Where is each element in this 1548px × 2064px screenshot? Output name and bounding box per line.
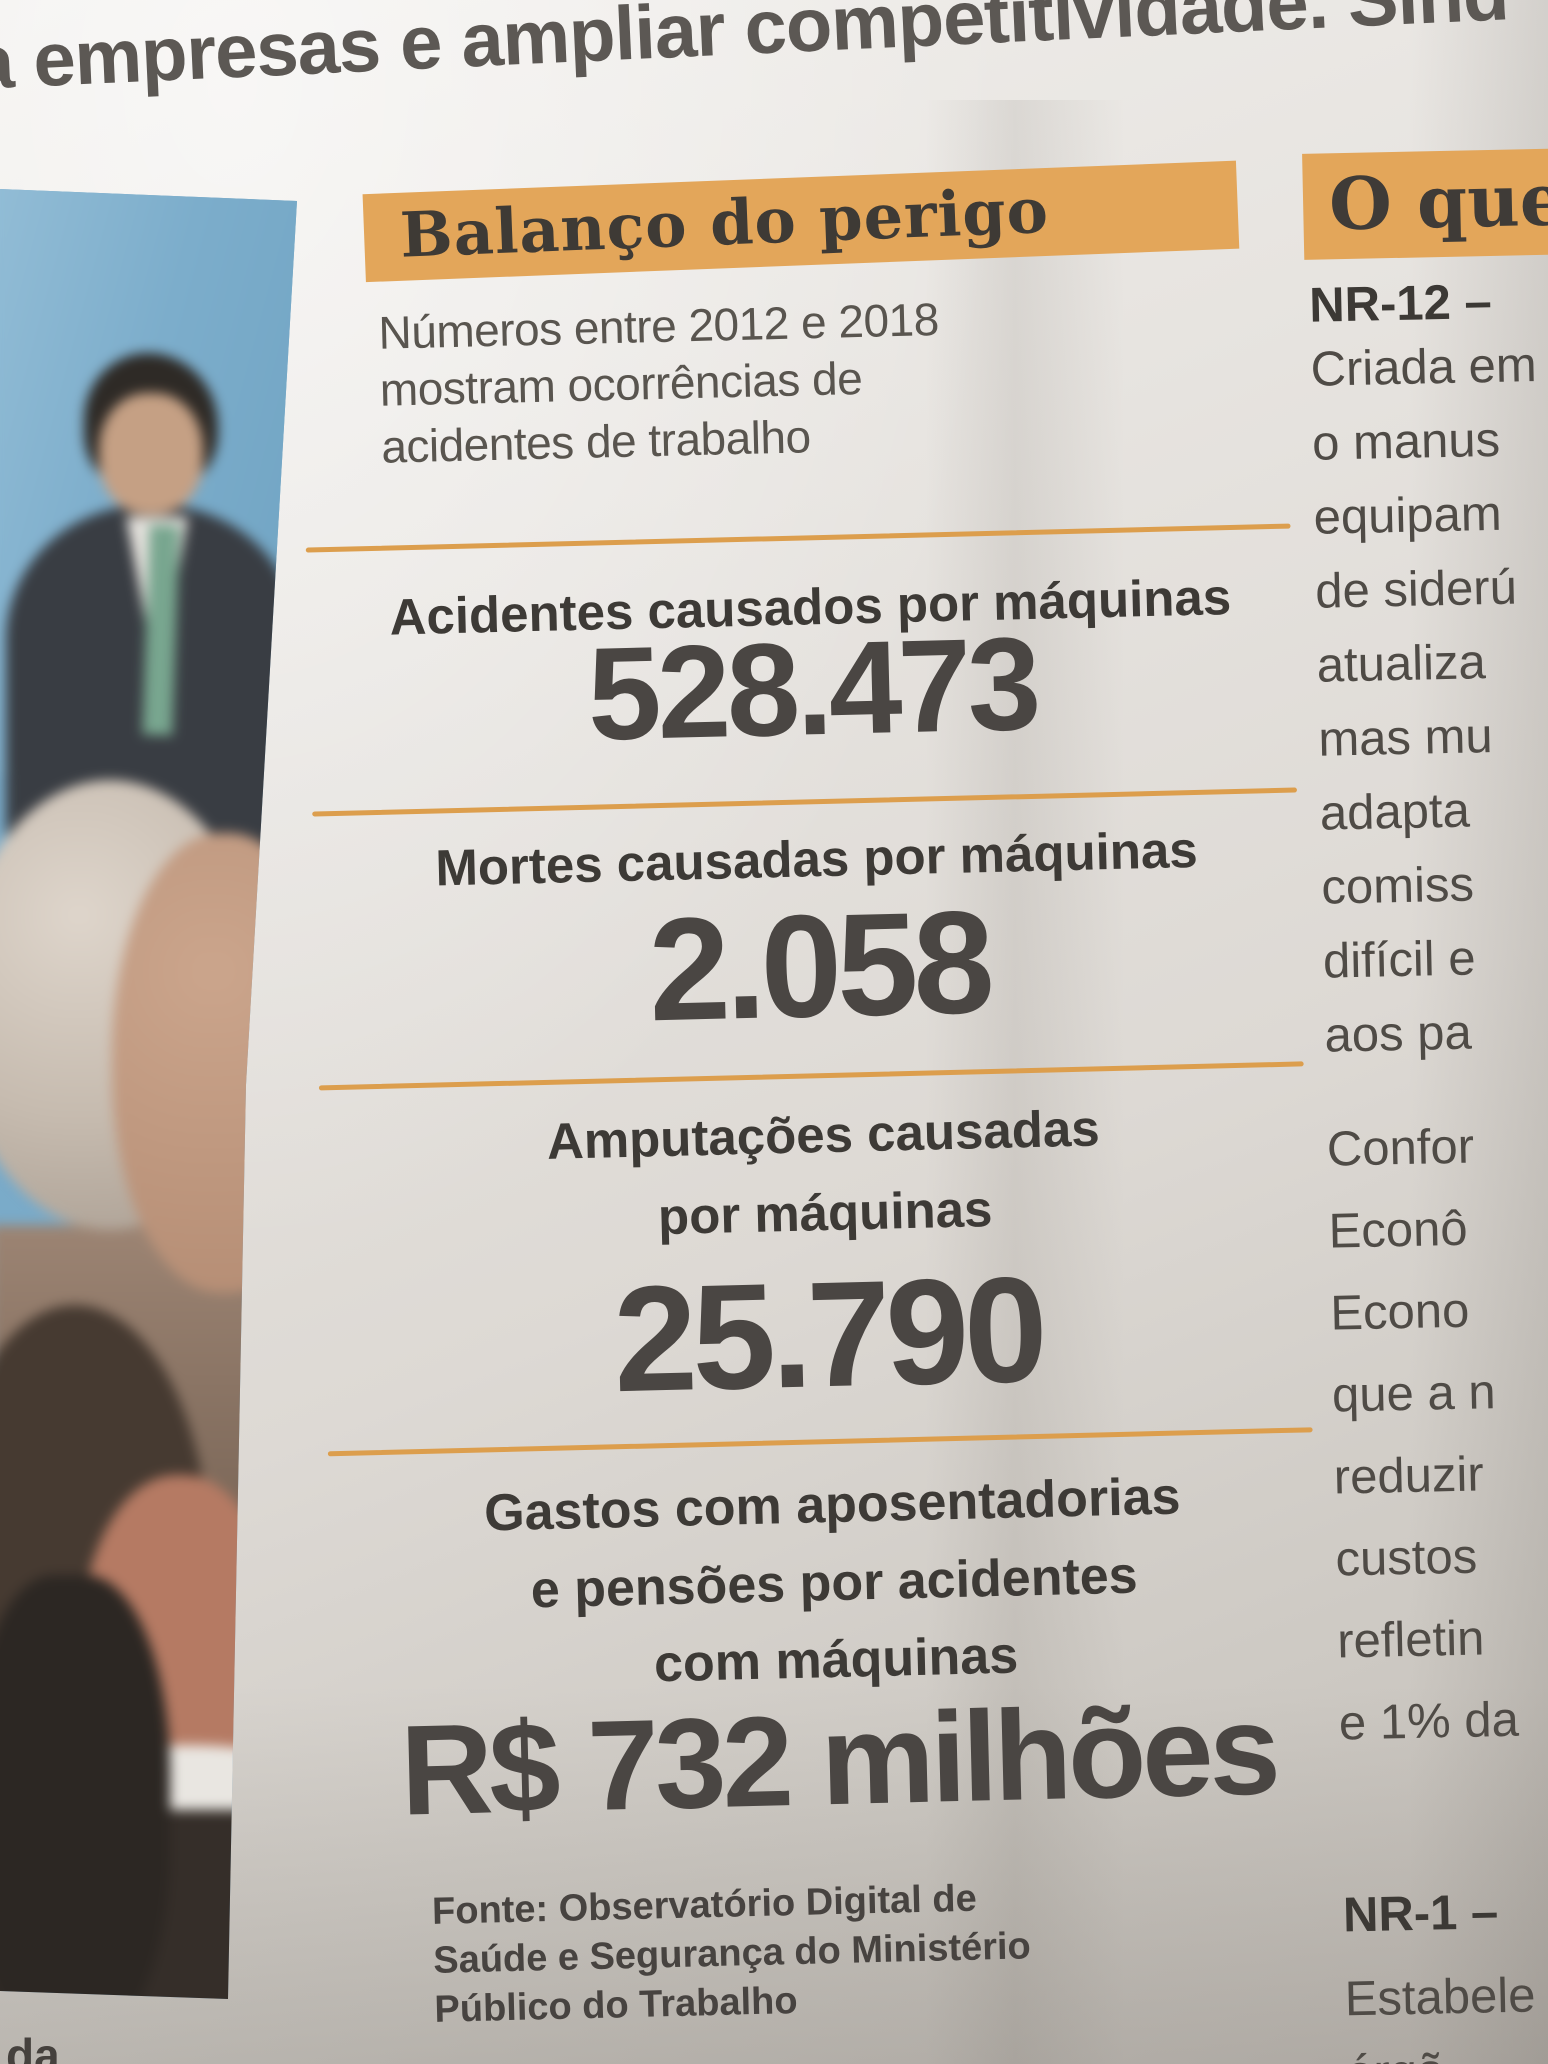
article-text-line: Econo — [1329, 1283, 1470, 1341]
infographic-subtitle-line: Números entre 2012 e 2018 — [377, 293, 940, 359]
right-article-column: O que NR-12 – Criada em o manus equipam … — [1298, 145, 1548, 2064]
infographic-subtitle-line: mostram ocorrências de — [379, 351, 863, 416]
stat-pensions-value: R$ 732 milhões — [398, 1678, 1279, 1843]
page-headline-fragment: a empresas e ampliar competitividade. Si… — [0, 0, 1511, 106]
infographic-column: Balanço do perigo Números entre 2012 e 2… — [285, 160, 1361, 2064]
right-column-title: O que — [1328, 156, 1548, 247]
stat-amputations-label: por máquinas — [657, 1180, 993, 1246]
stat-amputations-value: 25.790 — [611, 1244, 1045, 1424]
article-text-line: Econô — [1328, 1201, 1469, 1259]
article-text-line: atualiza — [1316, 635, 1487, 693]
article-text-line: Estabele — [1344, 1968, 1536, 2027]
column-gutter-shadow — [925, 100, 1125, 2064]
source-credit-line: Público do Trabalho — [433, 1980, 799, 2031]
orange-divider — [327, 1427, 1313, 1457]
man-face — [99, 393, 203, 515]
photo-caption-fragment: da — [6, 2029, 60, 2064]
stat-pensions-label: Gastos com aposentadorias — [483, 1467, 1182, 1543]
article-text-line: adapta — [1319, 783, 1471, 841]
article-text-line: órgã — [1346, 2044, 1445, 2064]
article-text-line: Confor — [1326, 1119, 1475, 1177]
orange-divider — [305, 523, 1291, 553]
article-text-line: Criada em — [1310, 338, 1538, 397]
stat-amputations-label: Amputações causadas — [546, 1099, 1101, 1170]
bottom-shadow — [0, 1684, 1548, 2064]
infographic-title-box: Balanço do perigo — [362, 160, 1240, 283]
article-text-line: refletin — [1336, 1611, 1485, 1669]
article-text-line: e 1% da — [1338, 1692, 1520, 1751]
stat-pensions-label: e pensões por acidentes — [530, 1546, 1139, 1620]
audience-darkest-head — [0, 1575, 170, 1999]
article-text-line: de siderú — [1314, 560, 1518, 619]
orange-divider — [318, 1061, 1304, 1091]
article-text-line: comiss — [1320, 857, 1475, 915]
infographic-title: Balanço do perigo — [398, 173, 1051, 272]
article-text-line: o manus — [1311, 412, 1501, 471]
article-text-line: reduzir — [1333, 1447, 1485, 1505]
infographic-subtitle-line: acidentes de trabalho — [380, 410, 812, 473]
right-edge-shadow — [1408, 0, 1548, 2064]
nr12-heading: NR-12 – — [1308, 274, 1493, 333]
article-text-line: mas mu — [1317, 709, 1494, 767]
source-credit-line: Saúde e Segurança do Ministério — [432, 1925, 1032, 1982]
stat-accidents-value: 528.473 — [586, 609, 1039, 768]
orange-divider — [312, 787, 1298, 817]
nr1-heading: NR-1 – — [1342, 1885, 1499, 1943]
article-text-line: custos — [1334, 1529, 1478, 1587]
photo-content — [0, 189, 297, 1999]
source-credit-line: Fonte: Observatório Digital de — [431, 1877, 978, 1933]
article-text-line: difícil e — [1322, 931, 1477, 989]
right-column-title-box: O que — [1302, 147, 1548, 260]
stat-deaths-value: 2.058 — [646, 880, 992, 1052]
article-text-line: equipam — [1313, 486, 1503, 545]
article-text-line: que a n — [1331, 1365, 1497, 1423]
article-text-line: aos pa — [1323, 1005, 1473, 1063]
news-photo — [0, 189, 297, 1999]
